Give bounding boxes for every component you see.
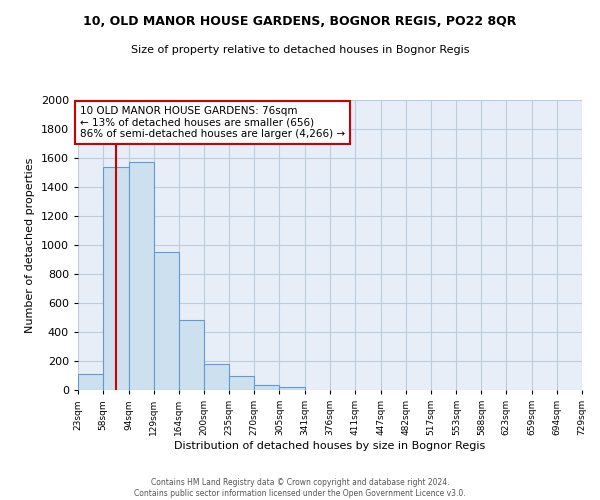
Bar [179, 320, 205, 390]
Bar [229, 376, 254, 390]
Bar [78, 374, 103, 390]
Y-axis label: Number of detached properties: Number of detached properties [25, 158, 35, 332]
Text: Contains HM Land Registry data © Crown copyright and database right 2024.
Contai: Contains HM Land Registry data © Crown c… [134, 478, 466, 498]
Bar [254, 385, 280, 390]
X-axis label: Distribution of detached houses by size in Bognor Regis: Distribution of detached houses by size … [175, 441, 485, 451]
Bar [205, 364, 229, 390]
Text: 10 OLD MANOR HOUSE GARDENS: 76sqm
← 13% of detached houses are smaller (656)
86%: 10 OLD MANOR HOUSE GARDENS: 76sqm ← 13% … [80, 106, 345, 139]
Bar [154, 252, 179, 390]
Bar [280, 387, 305, 390]
Text: Size of property relative to detached houses in Bognor Regis: Size of property relative to detached ho… [131, 45, 469, 55]
Bar [128, 162, 154, 390]
Text: 10, OLD MANOR HOUSE GARDENS, BOGNOR REGIS, PO22 8QR: 10, OLD MANOR HOUSE GARDENS, BOGNOR REGI… [83, 15, 517, 28]
Bar [103, 166, 128, 390]
